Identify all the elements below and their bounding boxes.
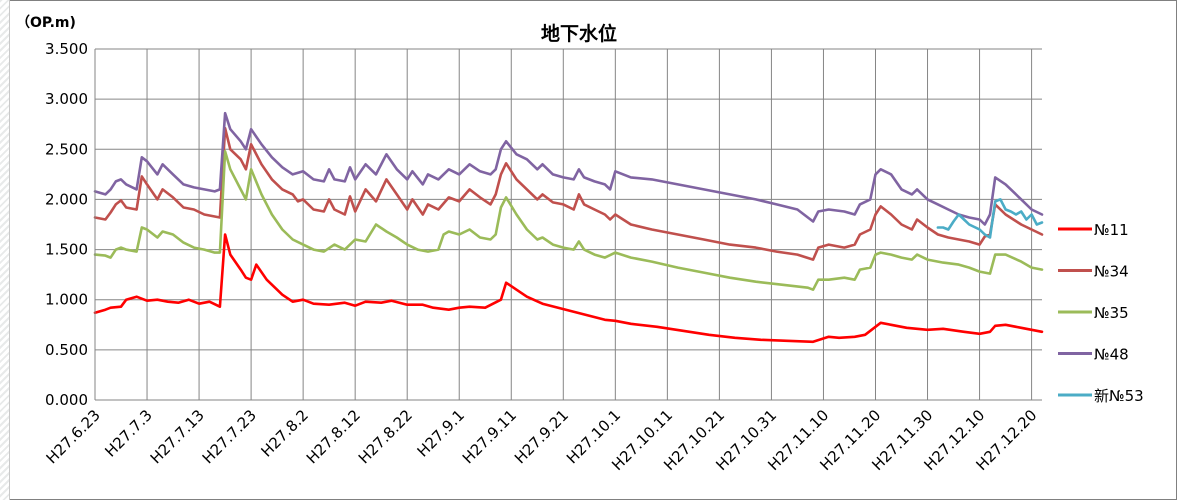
left-edge-strip [0, 0, 10, 500]
y-tick-labels: 0.000 0.500 1.000 1.500 2.000 2.500 3.000 3.500 [45, 40, 88, 409]
y-tick-label: 0.500 [45, 341, 88, 359]
x-tick-label: H27.9.21 [511, 406, 572, 467]
x-tick-label: H27.6.23 [43, 406, 104, 467]
x-tick-label: H27.8.12 [303, 406, 364, 467]
y-axis-unit-label: （OP.m) [16, 15, 76, 31]
legend-label: №11 [1094, 221, 1129, 239]
y-tick-label: 1.000 [45, 291, 88, 309]
legend: №11 №34 №35 №48 新№53 [1058, 221, 1144, 405]
x-tick-label: H27.9.11 [459, 406, 520, 467]
chart-title: 地下水位 [541, 22, 617, 45]
y-tick-label: 3.500 [45, 40, 88, 58]
legend-label: №35 [1094, 304, 1129, 322]
plot-area [95, 49, 1042, 400]
y-tick-label: 2.000 [45, 190, 88, 208]
y-tick-label: 0.000 [45, 391, 88, 409]
x-tick-label: H27.7.13 [147, 406, 208, 467]
x-tick-labels: H27.6.23H27.7.3H27.7.13H27.7.23H27.8.2H2… [43, 406, 1041, 474]
series-line [93, 150, 1044, 292]
legend-label: №34 [1094, 263, 1129, 281]
series-line [93, 126, 1044, 261]
series-line [93, 111, 1044, 226]
y-tick-label: 2.500 [45, 140, 88, 158]
series-line [93, 233, 1044, 344]
x-tick-label: H27.7.23 [199, 406, 260, 467]
series-lines [93, 111, 1044, 344]
x-tick-label: H27.8.22 [355, 406, 416, 467]
legend-label: 新№53 [1094, 387, 1144, 405]
y-tick-label: 1.500 [45, 241, 88, 259]
series-line [936, 198, 1044, 239]
y-tick-label: 3.000 [45, 90, 88, 108]
legend-label: №48 [1094, 346, 1129, 364]
